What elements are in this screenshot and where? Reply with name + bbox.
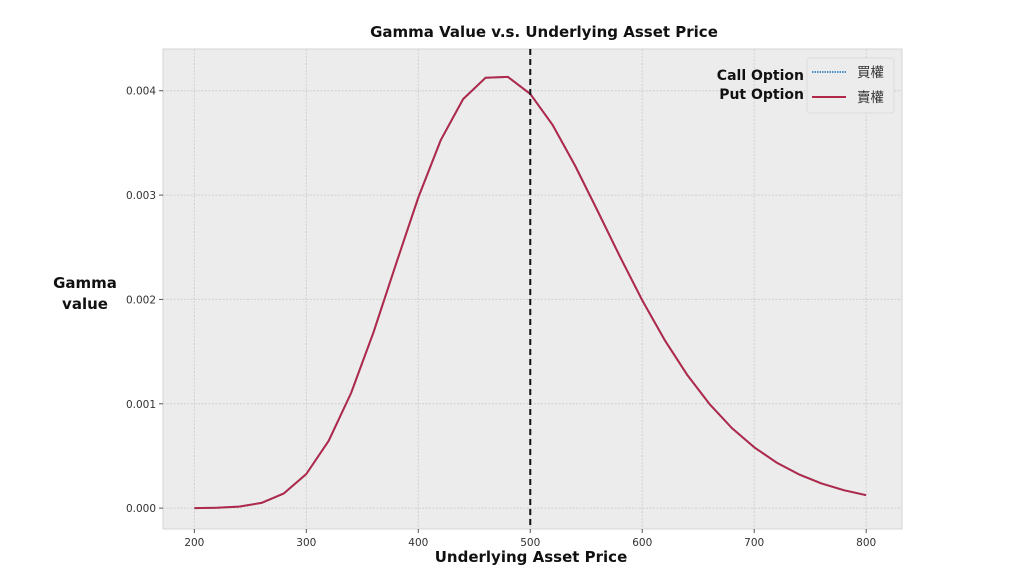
y-axis-label-line2: value xyxy=(62,295,108,313)
plot-area xyxy=(162,48,903,530)
series-lines xyxy=(194,49,867,529)
legend-entry-put: 賣權 xyxy=(857,90,884,106)
y-tick-label: 0.000 xyxy=(126,503,156,515)
x-tick-label: 500 xyxy=(520,537,540,549)
x-tick-label: 800 xyxy=(856,537,876,549)
legend-annotation-put: Put Option xyxy=(719,87,804,103)
y-tick-label: 0.004 xyxy=(126,86,156,98)
y-tick-label: 0.002 xyxy=(126,294,156,306)
legend: 買權 賣權 Call Option Put Option xyxy=(717,57,895,114)
x-tick-label: 700 xyxy=(744,537,764,549)
y-tick-label: 0.003 xyxy=(126,190,156,202)
y-tick-label: 0.001 xyxy=(126,399,156,411)
ticks: 200 300 400 500 600 700 800 0.000 0.001 0.002 0.00… xyxy=(126,86,876,549)
chart-title: Gamma Value v.s. Underlying Asset Price xyxy=(370,23,718,41)
legend-box xyxy=(806,57,895,114)
x-tick-label: 400 xyxy=(408,537,428,549)
legend-annotation-call: Call Option xyxy=(717,68,804,84)
x-tick-label: 300 xyxy=(296,537,316,549)
x-tick-label: 200 xyxy=(184,537,204,549)
x-tick-label: 600 xyxy=(632,537,652,549)
y-axis-label-line1: Gamma xyxy=(53,274,117,292)
x-axis-label: Underlying Asset Price xyxy=(435,548,628,566)
legend-entry-call: 買權 xyxy=(857,65,884,81)
